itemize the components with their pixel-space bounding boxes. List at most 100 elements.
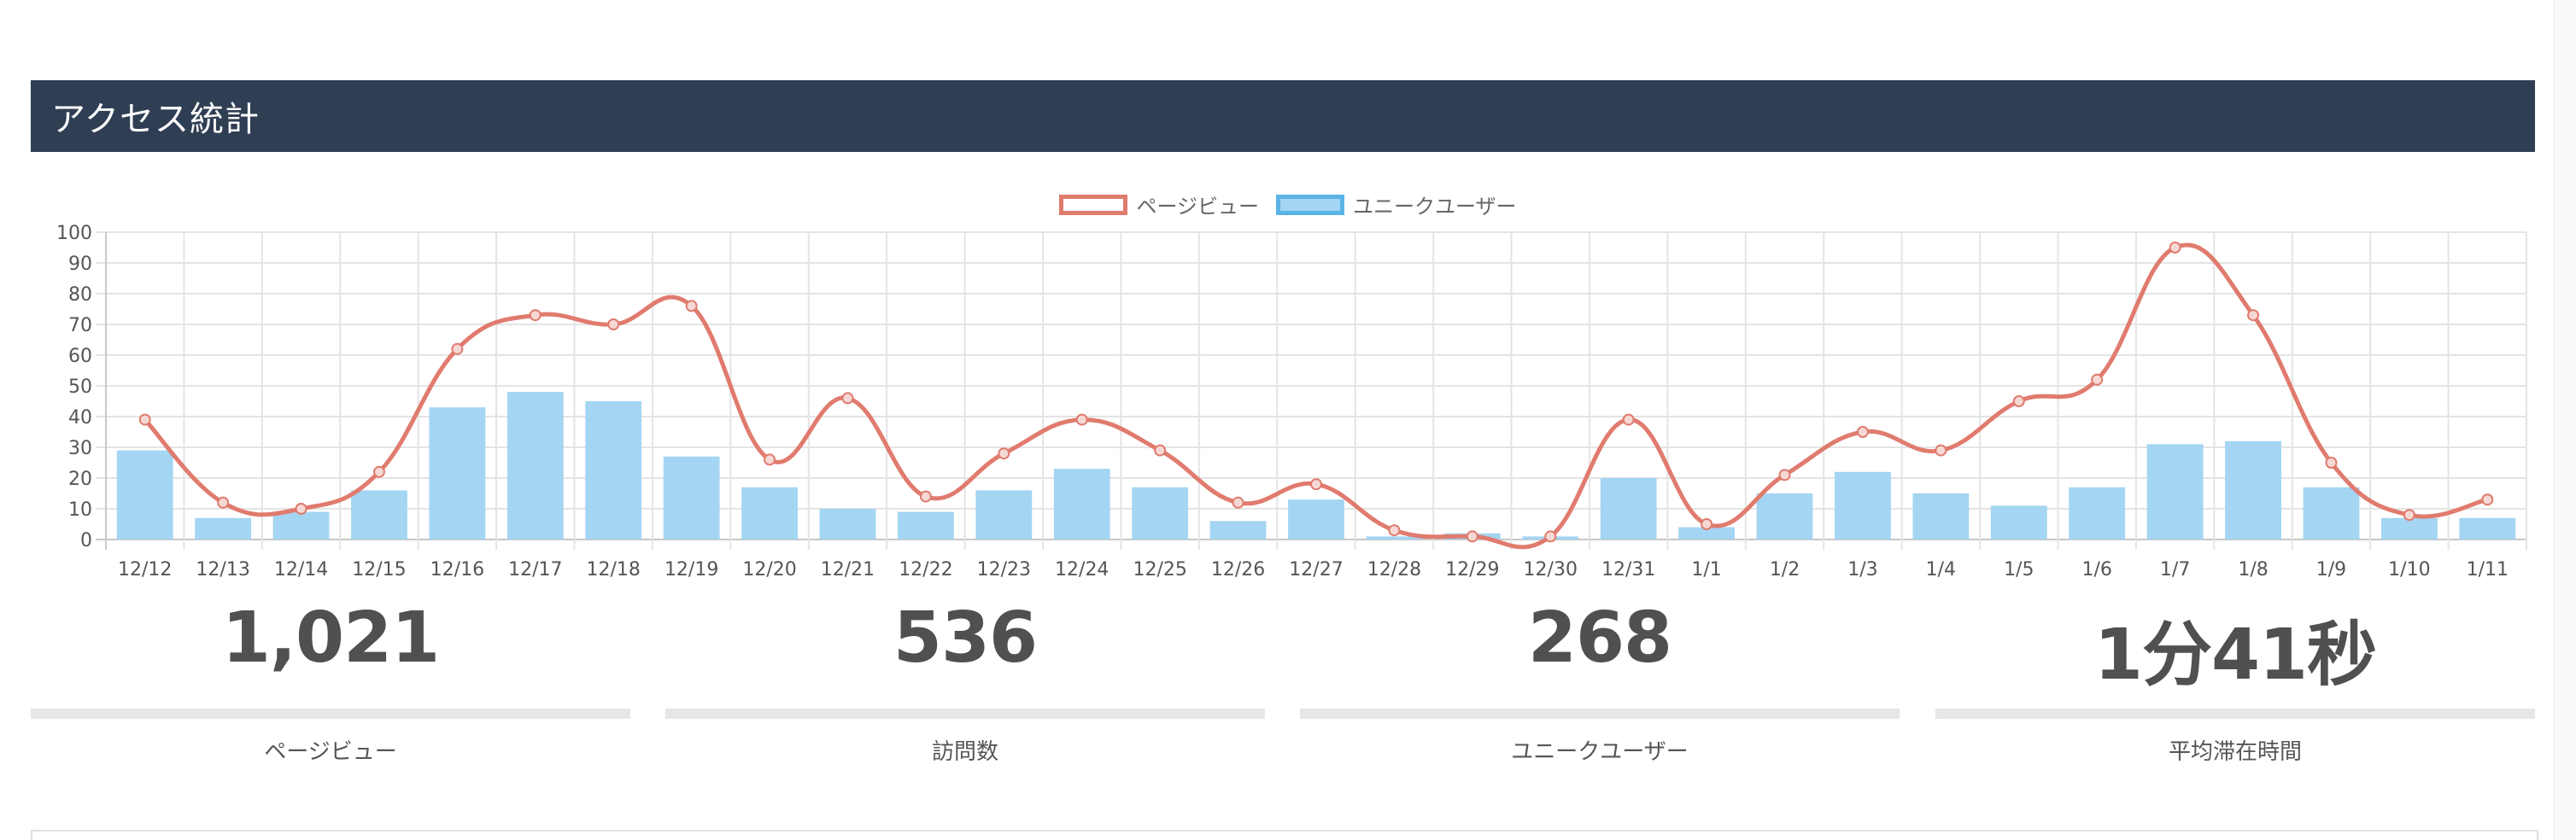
stat-bar-avg-time — [1935, 709, 2535, 719]
x-tick-label: 1/1 — [1691, 559, 1721, 580]
x-tick-label: 12/20 — [742, 559, 796, 580]
next-panel — [31, 830, 2538, 840]
point-pageviews — [2012, 395, 2025, 407]
bar-unique-users — [1288, 499, 1344, 540]
y-tick-label: 40 — [68, 407, 92, 429]
bar-unique-users — [2069, 487, 2126, 540]
stat-value-pageviews: 1,021 — [221, 598, 440, 679]
legend-label-unique-users: ユニークユーザー — [1353, 195, 1517, 219]
x-tick-label: 1/11 — [2467, 559, 2509, 580]
bar-unique-users — [585, 401, 642, 540]
x-tick-label: 1/10 — [2388, 559, 2430, 580]
point-pageviews — [1701, 518, 1713, 530]
x-tick-label: 1/5 — [2004, 559, 2034, 580]
stat-bar-visits — [665, 709, 1265, 719]
point-pageviews — [217, 496, 230, 509]
y-tick-label: 0 — [80, 530, 92, 551]
point-pageviews — [372, 465, 385, 478]
stat-bar-unique-users — [1300, 709, 1900, 719]
bar-unique-users — [116, 450, 173, 540]
y-tick-label: 20 — [68, 469, 92, 490]
x-tick-label: 1/2 — [1770, 559, 1800, 580]
x-tick-label: 12/28 — [1367, 559, 1421, 580]
x-tick-label: 12/25 — [1133, 559, 1186, 580]
scroll-edge — [2554, 0, 2576, 840]
bar-unique-users — [2459, 517, 2516, 540]
point-pageviews — [1856, 426, 1869, 438]
legend-swatch-unique-users — [1276, 194, 1344, 215]
bar-unique-users — [1912, 493, 1970, 540]
panel-title: アクセス統計 — [51, 100, 260, 139]
point-pageviews — [1935, 444, 1947, 457]
y-tick-label: 10 — [68, 499, 92, 521]
bar-unique-users — [975, 490, 1033, 540]
bar-unique-users — [1053, 469, 1110, 540]
bar-unique-users — [1209, 521, 1267, 540]
bar-unique-users — [1678, 527, 1736, 540]
bar-unique-users — [663, 456, 720, 540]
x-tick-label: 12/30 — [1524, 559, 1578, 580]
point-pageviews — [2325, 457, 2338, 469]
chart-legend: ページビュー ユニークユーザー — [0, 190, 2576, 219]
point-pageviews — [2169, 242, 2181, 254]
legend-swatch-pageviews — [1059, 194, 1128, 215]
point-pageviews — [1154, 444, 1167, 457]
x-tick-label: 12/17 — [508, 559, 562, 580]
stat-label-visits: 訪問数 — [931, 739, 998, 765]
x-tick-label: 12/29 — [1445, 559, 1499, 580]
y-tick-label: 80 — [68, 284, 92, 306]
point-pageviews — [2247, 309, 2260, 322]
bar-unique-users — [1756, 493, 1813, 540]
x-tick-label: 12/22 — [899, 559, 952, 580]
y-tick-label: 90 — [68, 254, 92, 275]
stat-label-pageviews: ページビュー — [264, 739, 397, 765]
stat-label-avg-time: 平均滞在時間 — [2168, 739, 2302, 765]
y-tick-label: 50 — [68, 376, 92, 398]
x-tick-label: 12/16 — [430, 559, 484, 580]
point-pageviews — [607, 318, 620, 330]
legend-item-pageviews[interactable]: ページビュー — [1059, 190, 1259, 219]
bar-unique-users — [1835, 471, 1891, 540]
point-pageviews — [764, 453, 776, 466]
stat-value-unique-users: 268 — [1527, 598, 1672, 679]
bar-unique-users — [897, 511, 954, 540]
bar-unique-users — [429, 407, 486, 540]
point-pageviews — [529, 309, 542, 322]
x-tick-label: 12/15 — [352, 559, 406, 580]
point-pageviews — [2091, 373, 2104, 386]
x-tick-label: 1/9 — [2316, 559, 2346, 580]
y-tick-label: 70 — [68, 315, 92, 336]
point-pageviews — [1544, 530, 1557, 543]
x-tick-label: 1/4 — [1926, 559, 1956, 580]
x-tick-label: 12/19 — [664, 559, 718, 580]
x-tick-label: 12/24 — [1055, 559, 1109, 580]
legend-item-unique-users[interactable]: ユニークユーザー — [1276, 190, 1517, 219]
stat-bar-pageviews — [31, 709, 630, 719]
x-tick-label: 12/26 — [1211, 559, 1265, 580]
x-tick-label: 12/21 — [821, 559, 875, 580]
bar-unique-users — [741, 487, 798, 540]
legend-label-pageviews: ページビュー — [1136, 195, 1259, 219]
point-pageviews — [2481, 493, 2494, 506]
bar-unique-users — [1600, 478, 1657, 540]
point-pageviews — [841, 392, 854, 405]
bar-unique-users — [1990, 505, 2047, 540]
bar-unique-users — [506, 392, 564, 540]
x-tick-label: 1/3 — [1847, 559, 1877, 580]
x-tick-label: 1/8 — [2238, 559, 2268, 580]
bar-unique-users — [195, 517, 252, 540]
point-pageviews — [919, 490, 932, 503]
bar-unique-users — [819, 509, 876, 540]
point-pageviews — [2403, 509, 2415, 522]
bar-unique-users — [2303, 487, 2360, 540]
point-pageviews — [295, 503, 307, 515]
x-tick-label: 12/31 — [1601, 559, 1655, 580]
panel-header: アクセス統計 — [31, 80, 2535, 152]
bar-unique-users — [272, 511, 330, 540]
point-pageviews — [1778, 469, 1791, 481]
access-chart: 0 10 20 30 40 50 60 70 80 90 100 12/12 12/13 12/14 12/… — [56, 223, 2527, 580]
point-pageviews — [1075, 413, 1088, 426]
y-tick-label: 30 — [68, 438, 92, 459]
point-pageviews — [1310, 478, 1322, 491]
